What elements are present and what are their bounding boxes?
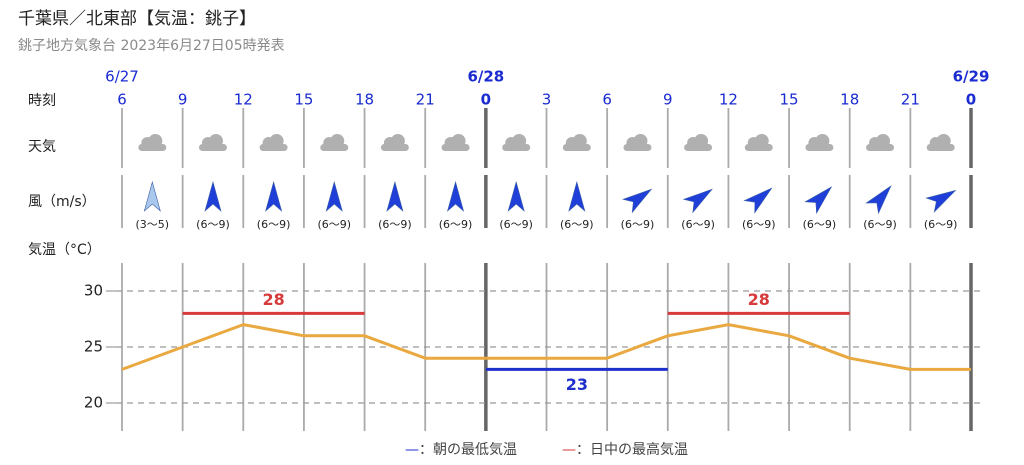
- legend-swatch: —: [405, 442, 419, 458]
- wind-speed: (6〜9): [317, 218, 351, 231]
- wind-speed: (6〜9): [257, 218, 291, 231]
- cloud-part: [198, 144, 227, 151]
- hour-label: 21: [416, 91, 435, 109]
- hour-label: 6: [117, 91, 127, 109]
- wind-arrow: [804, 186, 833, 215]
- cloud-part: [320, 144, 349, 151]
- wind-arrow: [325, 180, 343, 212]
- cloud-part: [744, 144, 773, 151]
- hour-label: 9: [178, 91, 188, 109]
- wind-speed: (6〜9): [681, 218, 715, 231]
- wind-arrow: [386, 180, 404, 212]
- y-tick-label: 20: [84, 394, 103, 412]
- cloud-part: [502, 144, 531, 151]
- weather-icon: [380, 134, 409, 151]
- wind-arrow: [682, 188, 713, 214]
- hour-label: 6: [602, 91, 612, 109]
- weather-icon: [138, 134, 167, 151]
- wind-speed: (6〜9): [196, 218, 230, 231]
- weather-icon: [623, 134, 652, 151]
- value-label: 23: [566, 375, 588, 394]
- wind-arrow: [265, 180, 283, 212]
- value-label: 28: [748, 290, 770, 309]
- wind-speed: (6〜9): [621, 218, 655, 231]
- weather-icon: [198, 134, 227, 151]
- legend-text: ：日中の最高気温: [576, 441, 688, 458]
- wind-arrow: [507, 180, 525, 212]
- date-label: 6/29: [953, 68, 990, 86]
- hour-label: 0: [481, 91, 491, 109]
- wind-speed: (6〜9): [378, 218, 412, 231]
- hour-label: 12: [234, 91, 253, 109]
- wind-speed: (6〜9): [560, 218, 594, 231]
- cloud-part: [562, 144, 591, 151]
- cloud-part: [866, 144, 895, 151]
- weather-icon: [744, 134, 773, 151]
- y-axis-label: 気温（°C）: [28, 242, 101, 258]
- cloud-part: [138, 144, 167, 151]
- y-tick-label: 25: [84, 338, 103, 356]
- wind-arrow: [743, 187, 773, 214]
- cloud-part: [926, 144, 955, 151]
- weather-icon: [441, 134, 470, 151]
- subtitle: 銚子地方気象台 2023年6月27日05時発表: [18, 38, 285, 54]
- weather-icon: [684, 134, 713, 151]
- weather-icon: [259, 134, 288, 151]
- hour-label: 15: [780, 91, 799, 109]
- wind-speed: (6〜9): [742, 218, 776, 231]
- weather-icon: [320, 134, 349, 151]
- wind-speed: (6〜9): [803, 218, 837, 231]
- hour-label: 21: [901, 91, 920, 109]
- cloud-part: [441, 144, 470, 151]
- hour-label: 15: [294, 91, 313, 109]
- wind-speed: (6〜9): [439, 218, 473, 231]
- legend-entry: —：日中の最高気温: [562, 441, 688, 458]
- legend-entry: —：朝の最低気温: [405, 442, 517, 458]
- hour-label: 18: [355, 91, 374, 109]
- y-tick-label: 30: [84, 282, 103, 300]
- cloud-part: [380, 144, 409, 151]
- wind-arrow: [622, 188, 653, 214]
- value-label: 28: [262, 290, 284, 309]
- wind-arrow: [925, 189, 957, 213]
- row-label: 時刻: [28, 93, 56, 109]
- hour-label: 0: [966, 91, 976, 109]
- wind-speed: (6〜9): [863, 218, 897, 231]
- weather-icon: [502, 134, 531, 151]
- wind-speed: (3〜5): [136, 218, 170, 231]
- wind-arrow: [865, 185, 892, 215]
- wind-arrow: [204, 180, 222, 212]
- legend-swatch: —: [562, 442, 576, 458]
- wind-speed: (6〜9): [499, 218, 533, 231]
- wind-speed: (6〜9): [924, 218, 958, 231]
- date-label: 6/27: [105, 68, 139, 86]
- weather-icon: [926, 134, 955, 151]
- hour-label: 3: [542, 91, 552, 109]
- cloud-part: [623, 144, 652, 151]
- hour-label: 12: [719, 91, 738, 109]
- title: 千葉県／北東部【気温：銚子】: [18, 9, 256, 29]
- weather-icon: [866, 134, 895, 151]
- wind-arrow: [143, 180, 161, 212]
- row-label: 天気: [28, 139, 56, 155]
- row-label: 風（m/s）: [28, 194, 96, 210]
- date-label: 6/28: [467, 68, 504, 86]
- hour-label: 9: [663, 91, 673, 109]
- weather-icon: [805, 134, 834, 151]
- weather-icon: [562, 134, 591, 151]
- cloud-part: [684, 144, 713, 151]
- hour-label: 18: [840, 91, 859, 109]
- wind-arrow: [568, 180, 586, 212]
- temperature-line: [121, 323, 971, 371]
- cloud-part: [805, 144, 834, 151]
- legend-text: ：朝の最低気温: [419, 442, 517, 458]
- wind-arrow: [446, 180, 465, 212]
- cloud-part: [259, 144, 288, 151]
